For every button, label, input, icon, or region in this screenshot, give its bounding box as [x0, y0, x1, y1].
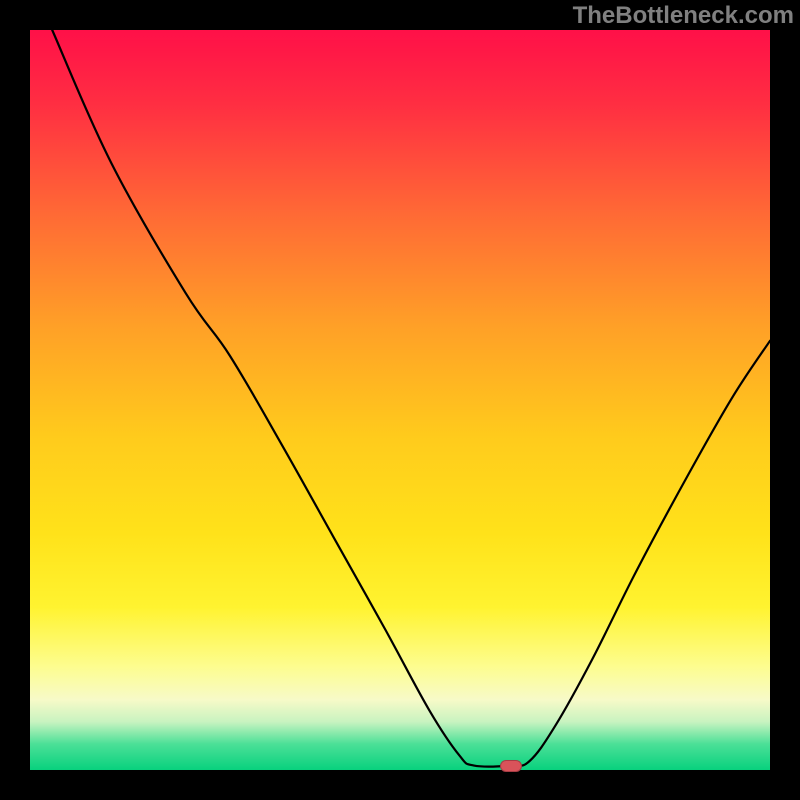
chart-canvas: TheBottleneck.com — [0, 0, 800, 800]
optimal-marker — [500, 760, 522, 772]
chart-curve — [0, 0, 800, 800]
